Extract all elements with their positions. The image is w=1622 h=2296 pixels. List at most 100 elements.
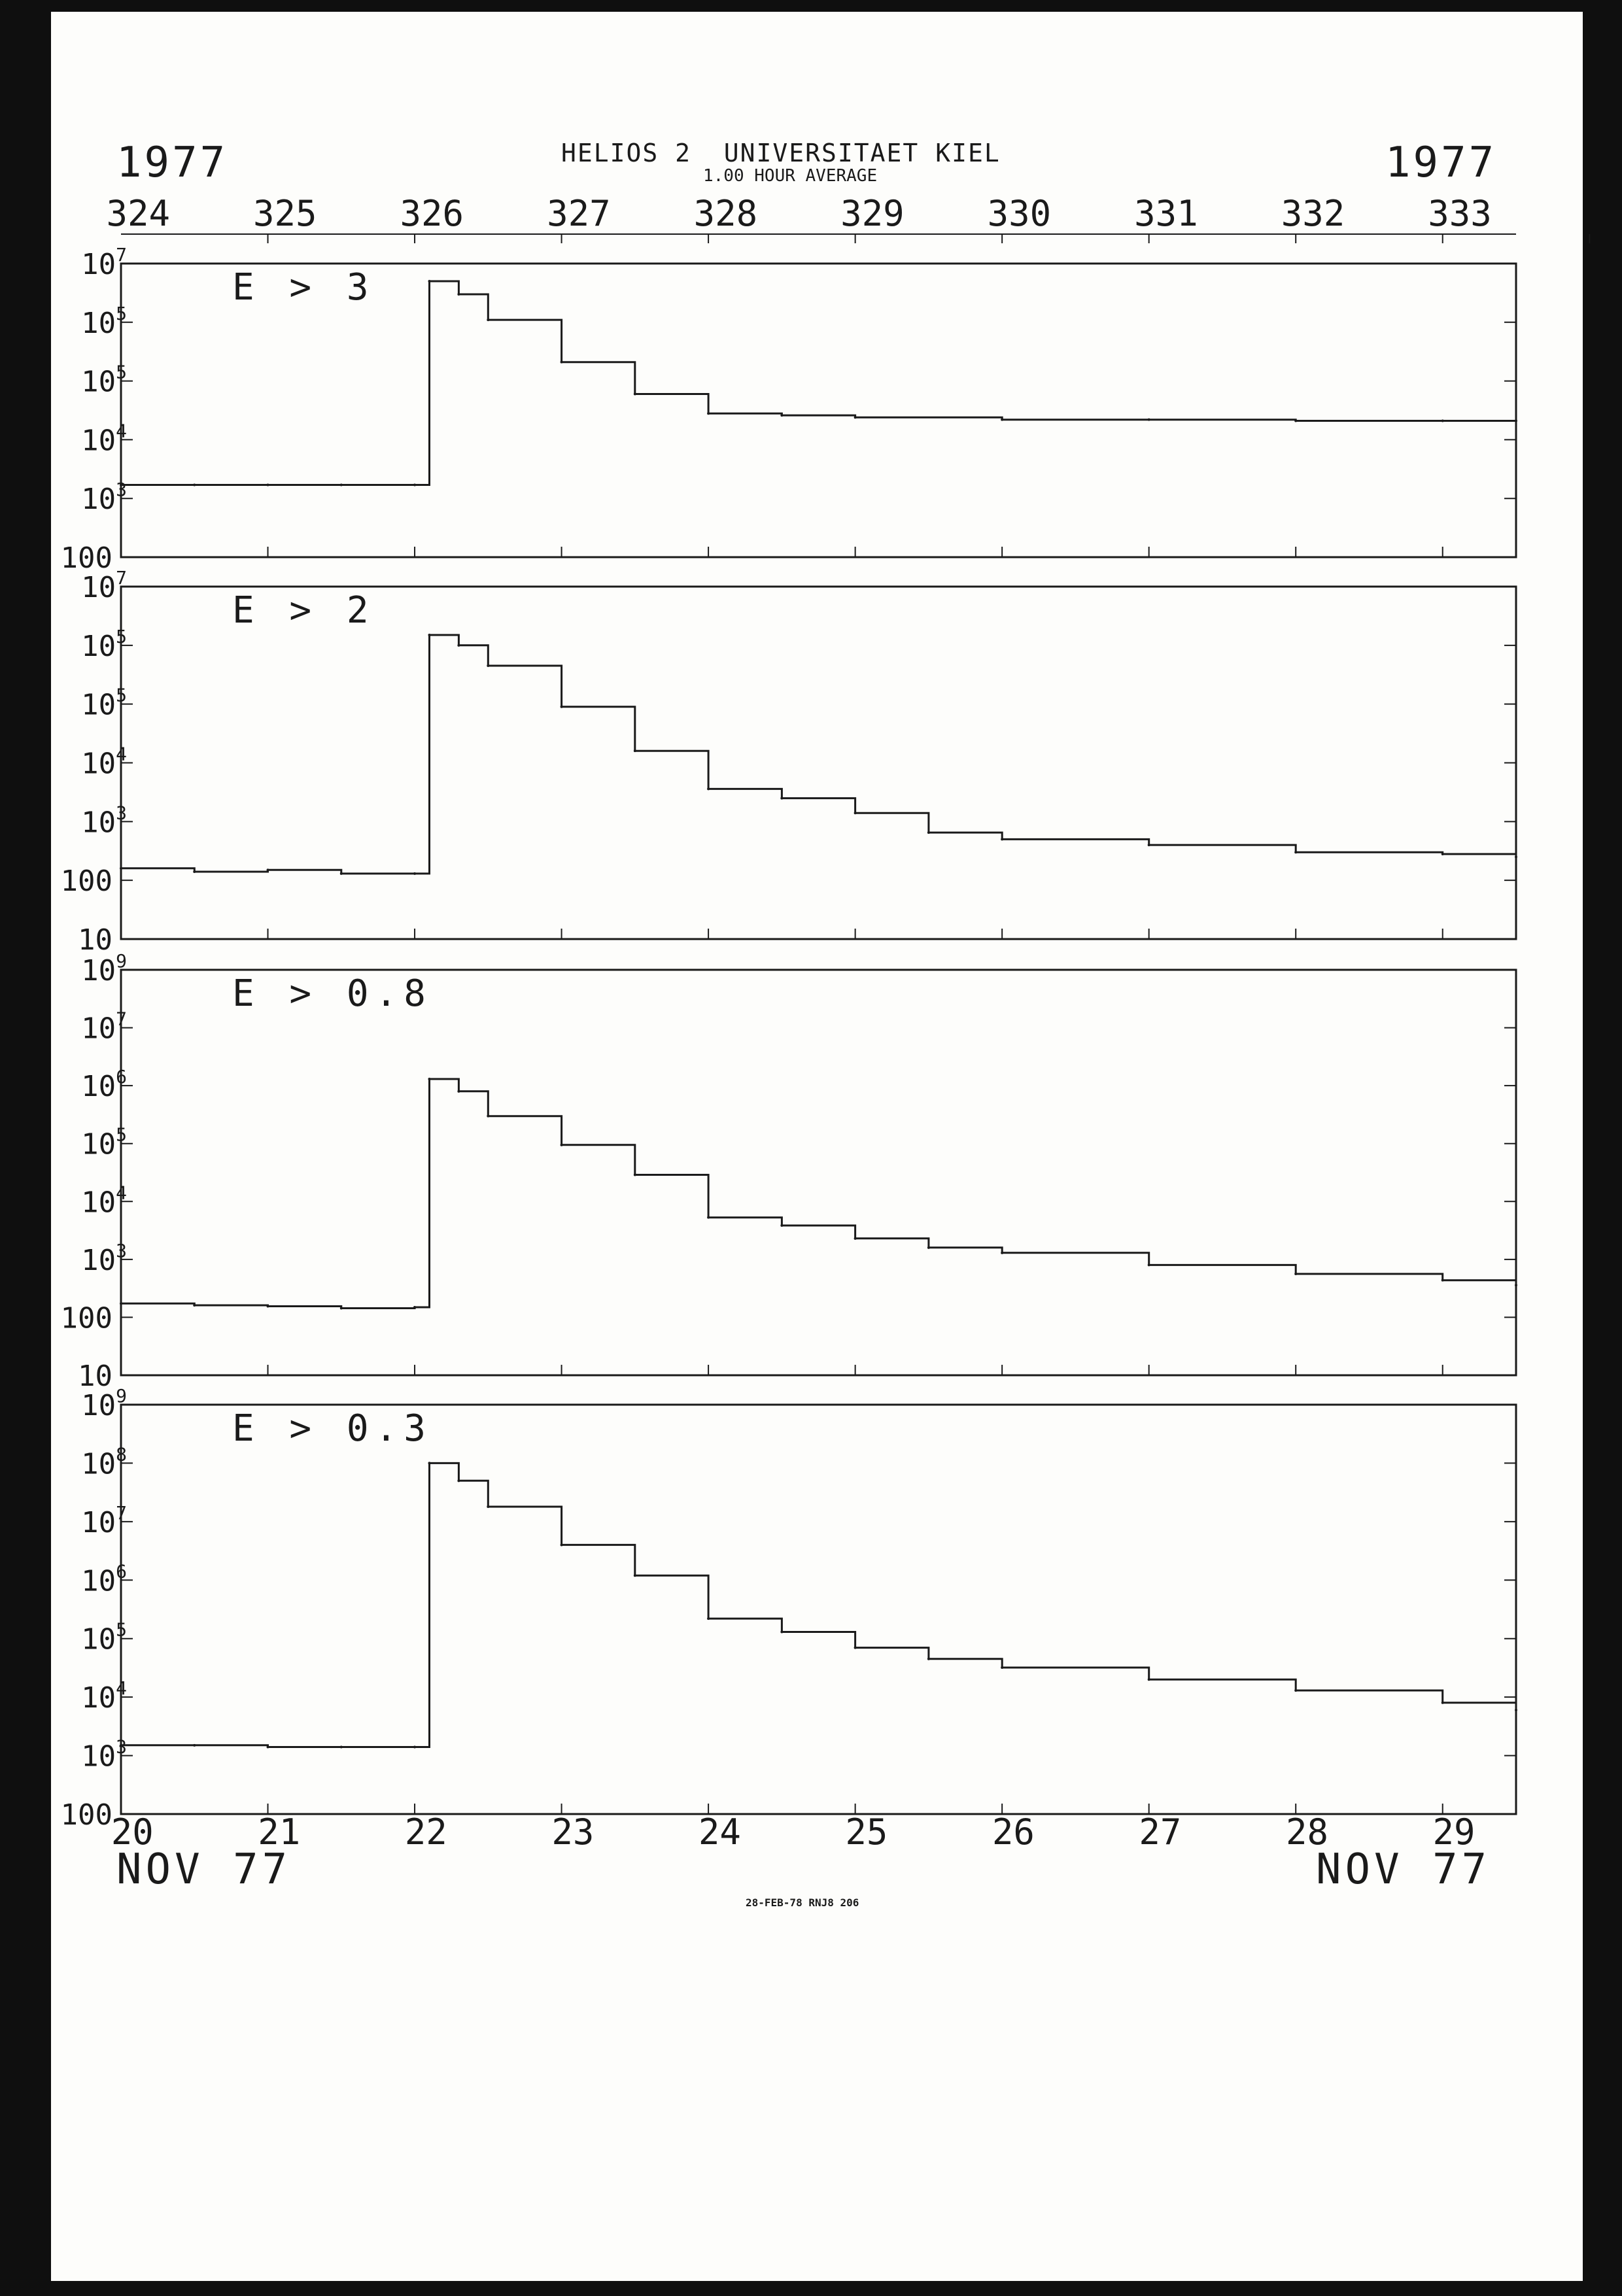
data-point <box>1001 1666 1004 1669</box>
day-of-year-label: 329 <box>840 193 905 234</box>
date-tick-label: 27 <box>1139 1811 1181 1853</box>
data-point <box>560 360 563 364</box>
data-point <box>1515 855 1517 859</box>
data-point <box>707 1216 710 1219</box>
y-tick-label: 10 <box>78 1360 112 1393</box>
day-of-year-label: 332 <box>1281 193 1345 234</box>
y-tick-label: 105 <box>81 626 127 663</box>
panel-title: E > 0.8 <box>232 972 432 1015</box>
y-tick-label: 100 <box>61 1798 112 1832</box>
data-point <box>927 1657 930 1660</box>
data-point <box>1515 1708 1517 1711</box>
data-point <box>854 1237 857 1240</box>
y-tick-label: 107 <box>81 567 127 604</box>
y-tick-label: 105 <box>81 362 127 399</box>
footer-stamp: 28-FEB-78 RNJ8 206 <box>746 1896 859 1909</box>
y-tick-label: 105 <box>81 685 127 722</box>
series-line <box>121 634 1517 875</box>
data-point <box>193 870 196 874</box>
date-label-left: NOV 77 <box>116 1845 292 1894</box>
day-of-year-label: 327 <box>547 193 611 234</box>
data-point <box>193 1743 196 1747</box>
date-label-right: NOV 77 <box>1316 1845 1491 1894</box>
data-point <box>927 831 930 834</box>
data-point <box>457 292 460 296</box>
chart-subtitle: 1.00 HOUR AVERAGE <box>703 166 878 186</box>
y-tick-label: 100 <box>61 541 112 575</box>
data-point <box>1294 1688 1298 1692</box>
data-point <box>1294 1273 1298 1275</box>
panel-title: E > 3 <box>232 266 375 309</box>
data-point <box>1001 418 1004 421</box>
data-point <box>487 318 490 322</box>
y-tick-label: 107 <box>81 1008 127 1046</box>
data-point <box>457 1089 460 1093</box>
data-point <box>780 1630 784 1634</box>
y-tick-label: 106 <box>81 1066 127 1103</box>
panel-title: E > 0.3 <box>232 1407 432 1450</box>
y-tick-label: 100 <box>61 865 112 898</box>
data-point <box>1147 1263 1150 1267</box>
chart-title: HELIOS 2 UNIVERSITAET KIEL <box>561 139 1001 167</box>
data-point <box>120 483 122 487</box>
y-tick-label: 106 <box>81 1560 127 1598</box>
data-point <box>1294 851 1298 854</box>
data-point <box>780 1224 784 1227</box>
y-tick-label: 104 <box>81 1677 127 1715</box>
y-tick-label: 105 <box>81 1124 127 1161</box>
date-tick-label: 22 <box>405 1811 447 1853</box>
data-point <box>1441 1278 1444 1282</box>
date-tick-label: 24 <box>699 1811 741 1853</box>
data-point <box>120 866 122 870</box>
panel-2: 107 105 105 104 103 100 10 E > 2 <box>61 567 1517 957</box>
date-tick-label: 28 <box>1286 1811 1328 1853</box>
data-point <box>120 1302 122 1305</box>
year-left: 1977 <box>116 139 228 187</box>
data-point <box>413 483 417 487</box>
panel-frame <box>120 1403 1517 1815</box>
data-point <box>560 1543 563 1547</box>
data-point <box>633 1173 636 1176</box>
y-tick-label: 105 <box>81 303 127 340</box>
series-line <box>121 280 1516 486</box>
data-point <box>1441 852 1444 855</box>
y-tick-label: 103 <box>81 1240 127 1277</box>
data-point <box>339 1307 343 1310</box>
data-point <box>457 643 460 647</box>
data-point <box>1515 419 1517 422</box>
date-tick-label: 29 <box>1432 1811 1475 1853</box>
data-point <box>854 812 857 815</box>
y-tick-label: 105 <box>81 1619 127 1656</box>
data-point <box>927 1246 930 1249</box>
day-of-year-label: 324 <box>106 193 170 234</box>
panel-frame <box>120 968 1517 1377</box>
data-point <box>1001 838 1004 841</box>
y-tick-label: 107 <box>81 1502 127 1539</box>
data-point <box>487 1114 490 1118</box>
day-of-year-label: 331 <box>1134 193 1198 234</box>
panel-3: 109 107 106 105 104 103 100 10 E > 0.8 <box>61 950 1517 1393</box>
data-point <box>266 868 269 872</box>
data-point <box>193 483 196 487</box>
data-point <box>707 1617 710 1620</box>
y-tick-label: 104 <box>81 1182 127 1219</box>
panel-4: 109 108 107 106 105 104 103 100 E > 0.3 <box>61 1385 1517 1832</box>
data-point <box>1147 418 1150 421</box>
data-point <box>1001 1251 1004 1254</box>
y-tick-label: 109 <box>81 950 127 987</box>
data-point <box>339 483 343 487</box>
data-point <box>428 1078 431 1081</box>
data-point <box>560 705 563 708</box>
data-point <box>707 412 710 415</box>
y-tick-label: 104 <box>81 744 127 781</box>
day-of-year-label: 325 <box>253 193 317 234</box>
bottom-axis: 20 21 22 23 24 25 26 27 28 29 <box>111 1811 1475 1853</box>
data-point <box>633 392 636 396</box>
top-axis: 324 325 326 327 328 329 330 331 332 333 <box>106 193 1591 243</box>
data-point <box>633 1574 636 1577</box>
date-tick-label: 21 <box>258 1811 300 1853</box>
day-of-year-label: 326 <box>400 193 464 234</box>
day-of-year-label: 333 <box>1428 193 1492 234</box>
